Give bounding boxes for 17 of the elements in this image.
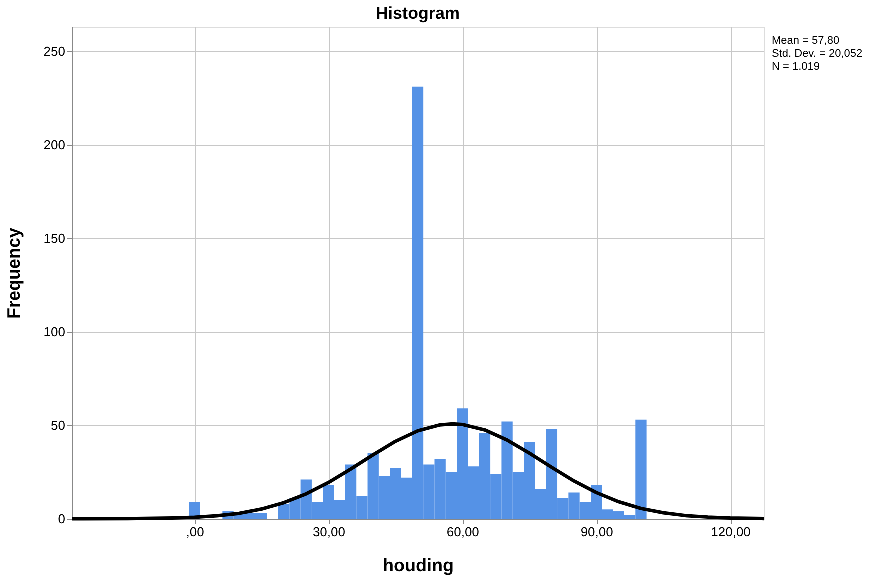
chart-title: Histogram: [376, 4, 460, 23]
x-tick-label: 90,00: [580, 524, 614, 540]
y-tick-label: 100: [44, 324, 66, 340]
x-tick-label: 120,00: [711, 524, 751, 540]
y-tick-label: 150: [44, 230, 66, 246]
y-tick-label: 50: [51, 418, 66, 433]
y-tick-label: 250: [44, 44, 66, 59]
y-tick-label: 200: [44, 137, 66, 152]
x-tick-label: ,00: [186, 524, 204, 540]
y-axis-title: Frequency: [4, 228, 24, 320]
x-axis-title: houding: [383, 556, 454, 576]
text: Mean = 57,80: [772, 35, 840, 47]
x-tick-label: 60,00: [446, 524, 480, 540]
y-tick-label: 0: [58, 512, 66, 526]
text: Std. Dev. = 20,052: [772, 48, 863, 60]
text: N = 1.019: [772, 61, 820, 73]
x-tick-label: 30,00: [312, 524, 346, 540]
